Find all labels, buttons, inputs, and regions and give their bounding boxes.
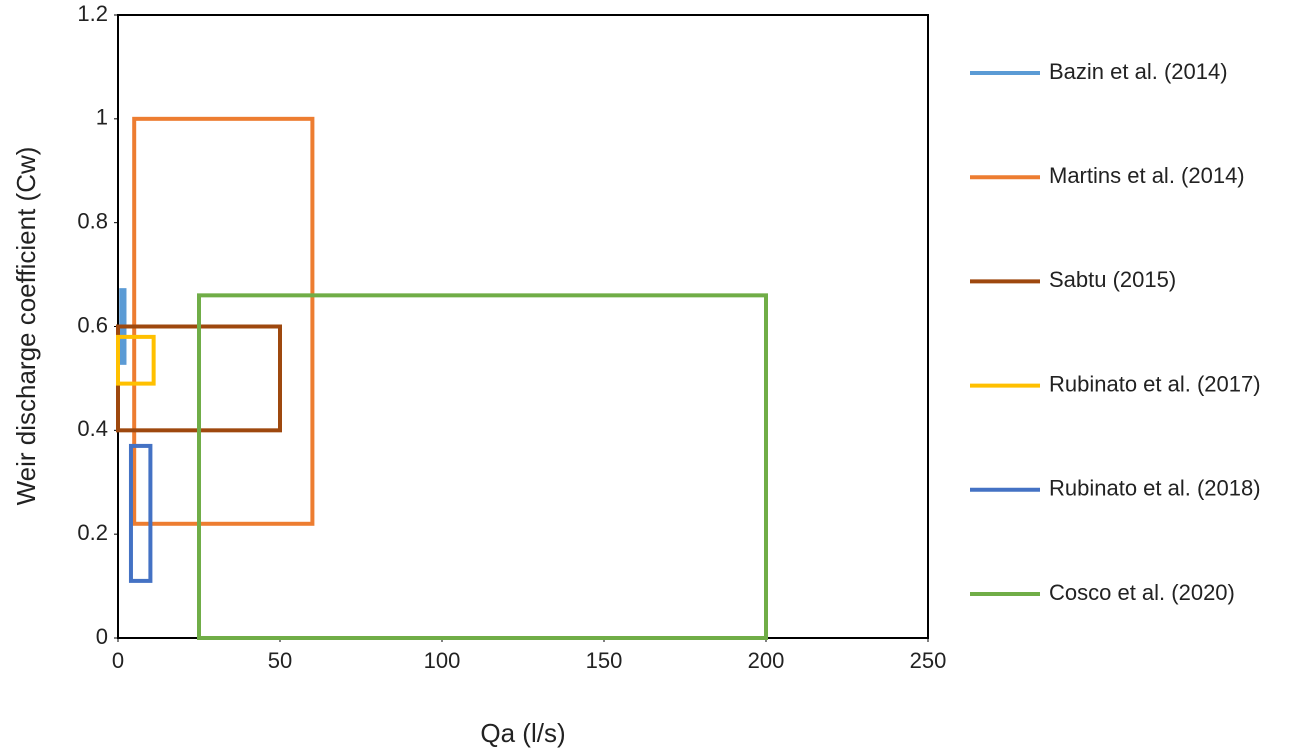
x-tick-label: 0 [112,648,124,673]
y-tick-label: 1 [96,105,108,130]
legend-label: Rubinato et al. (2017) [1049,371,1261,396]
x-tick-label: 200 [748,648,785,673]
y-tick-label: 0.4 [77,416,108,441]
y-axis-label: Weir discharge coefficient (Cw) [11,147,41,506]
y-tick-label: 0.2 [77,520,108,545]
range-box [197,293,768,640]
x-tick-label: 150 [586,648,623,673]
x-tick-label: 100 [424,648,461,673]
y-tick-label: 0.8 [77,208,108,233]
legend-label: Bazin et al. (2014) [1049,59,1228,84]
range-box [128,443,153,583]
range-box [116,334,156,386]
x-tick-label: 250 [910,648,947,673]
y-tick-label: 0 [96,624,108,649]
y-tick-label: 0.6 [77,312,108,337]
y-tick-label: 1.2 [77,1,108,26]
x-tick-label: 50 [268,648,292,673]
legend-label: Martins et al. (2014) [1049,163,1245,188]
x-axis-label: Qa (l/s) [480,718,565,748]
legend-label: Cosco et al. (2020) [1049,580,1235,605]
range-box [132,116,315,526]
legend-label: Rubinato et al. (2018) [1049,476,1261,501]
legend-label: Sabtu (2015) [1049,267,1176,292]
